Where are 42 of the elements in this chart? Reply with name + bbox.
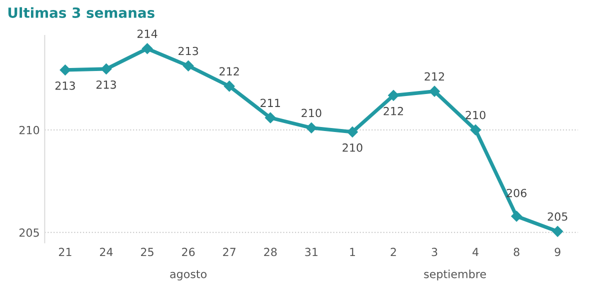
- point: [552, 226, 564, 237]
- data-label: 206: [506, 188, 526, 198]
- point: [100, 64, 112, 74]
- data-label: 213: [55, 81, 75, 90]
- x-tick-label: 31: [305, 248, 318, 256]
- x-tick-label: 25: [141, 248, 154, 256]
- point: [511, 210, 522, 222]
- data-label: 210: [302, 108, 322, 118]
- x-tick-label: 3: [432, 248, 438, 256]
- point: [142, 43, 153, 54]
- x-tick-label: 9: [554, 248, 560, 256]
- point: [347, 126, 358, 138]
- data-label: 213: [96, 80, 116, 89]
- point: [388, 90, 399, 101]
- data-label: 211: [260, 98, 280, 107]
- x-tick-label: 27: [223, 248, 236, 256]
- data-label: 212: [384, 106, 403, 116]
- point: [182, 60, 194, 72]
- point: [224, 80, 235, 92]
- x-tick-label: 28: [264, 248, 277, 256]
- data-label: 213: [178, 46, 198, 56]
- x-tick-label: 26: [182, 248, 195, 256]
- point: [60, 64, 71, 76]
- data-label: 210: [466, 110, 486, 120]
- point: [429, 86, 440, 97]
- point: [264, 112, 276, 124]
- x-tick-label: 1: [350, 248, 355, 256]
- data-label: 210: [342, 143, 362, 152]
- x-tick-label: 21: [58, 248, 72, 256]
- text: septiembre: [424, 270, 486, 280]
- data-label: 212: [424, 72, 444, 80]
- text: agosto: [170, 270, 207, 280]
- x-tick-label: 8: [514, 248, 520, 256]
- chart-title: Ultimas 3 semanas: [8, 7, 154, 18]
- x-tick-label: 24: [100, 248, 113, 256]
- point: [306, 122, 317, 134]
- x-tick-label: 4: [472, 248, 478, 256]
- point: [470, 124, 481, 136]
- x-tick-label: 2: [390, 248, 396, 256]
- data-label: 205: [548, 212, 568, 221]
- data-label: 212: [220, 67, 239, 76]
- data-label: 214: [137, 30, 158, 38]
